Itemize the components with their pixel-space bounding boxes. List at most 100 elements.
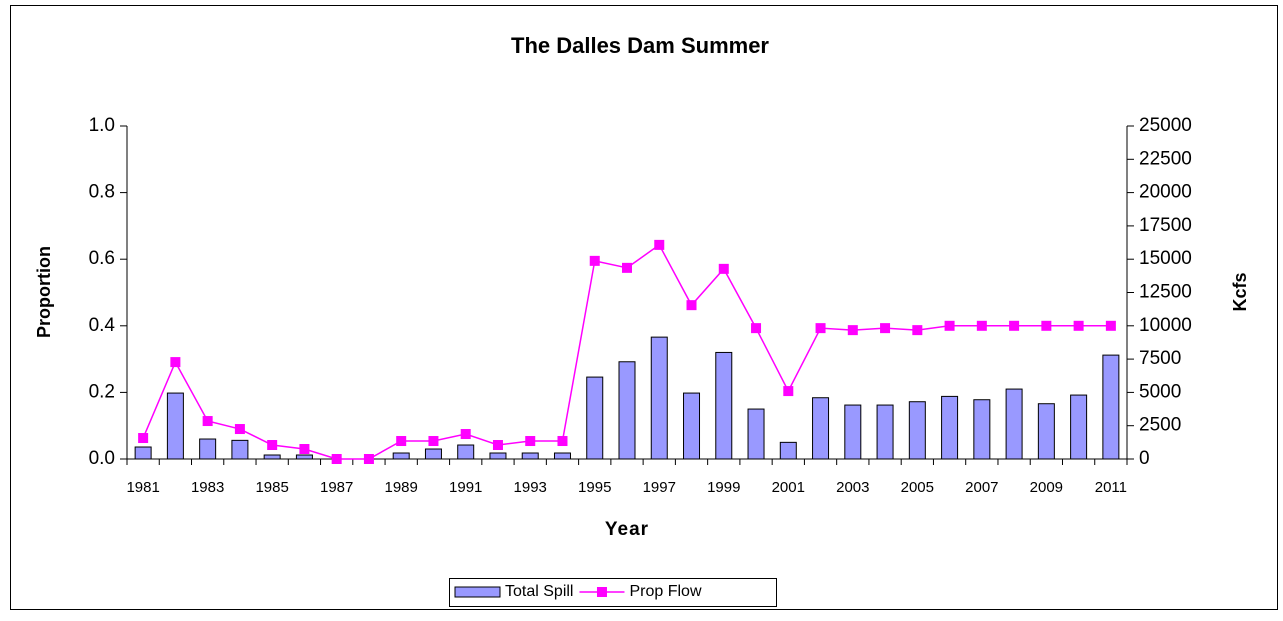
legend-swatch: [454, 586, 501, 598]
x-tick-label: 1987: [320, 479, 353, 496]
x-tick-label: 1995: [578, 479, 611, 496]
line-marker: [686, 300, 697, 311]
line-marker: [234, 424, 245, 435]
bar: [715, 351, 733, 460]
line-marker: [363, 454, 374, 464]
line-marker: [1009, 320, 1020, 331]
line-marker: [847, 325, 858, 336]
x-tick-label: 1981: [126, 479, 159, 496]
legend-label: Total Spill: [505, 583, 573, 600]
bar: [1070, 394, 1088, 460]
y-tick-label: 0.6: [89, 248, 115, 269]
bar: [166, 392, 184, 460]
bar: [1037, 403, 1055, 460]
line-marker: [1073, 320, 1084, 331]
line-marker: [654, 239, 665, 250]
bar: [457, 444, 475, 460]
bar: [683, 392, 701, 460]
line-marker: [170, 357, 181, 368]
x-tick-label: 2001: [772, 479, 805, 496]
line-marker: [783, 386, 794, 397]
x-tick-label: 2007: [965, 479, 998, 496]
line-marker: [751, 323, 762, 334]
bar: [199, 438, 217, 460]
x-axis-label: Year: [605, 519, 649, 540]
line-marker: [267, 440, 278, 451]
bar: [295, 454, 313, 460]
line-marker: [589, 255, 600, 266]
x-tick-label: 1997: [643, 479, 676, 496]
bar: [553, 452, 571, 460]
line-marker: [428, 436, 439, 447]
bar: [812, 397, 830, 460]
y2-tick-label: 17500: [1139, 215, 1192, 236]
line-marker: [138, 433, 149, 444]
x-tick-label: 1999: [707, 479, 740, 496]
bar: [134, 446, 152, 460]
y-tick-label: 1.0: [89, 115, 115, 136]
bar: [424, 448, 442, 460]
y-axis-label: Proportion: [34, 246, 54, 338]
x-tick-label: 1989: [385, 479, 418, 496]
bar: [521, 452, 539, 460]
y2-tick-label: 20000: [1139, 182, 1192, 203]
y2-tick-label: 2500: [1139, 415, 1181, 436]
x-tick-label: 2005: [901, 479, 934, 496]
line-marker: [299, 444, 310, 455]
x-tick-label: 1991: [449, 479, 482, 496]
line-marker: [944, 320, 955, 331]
bar: [392, 452, 410, 460]
x-tick-label: 2009: [1030, 479, 1063, 496]
bar: [779, 441, 797, 460]
line-marker: [1105, 320, 1116, 331]
x-tick-label: 2003: [836, 479, 869, 496]
x-tick-label: 1985: [255, 479, 288, 496]
chart-border: [10, 5, 1278, 610]
y2-tick-label: 7500: [1139, 348, 1181, 369]
bar: [973, 399, 991, 460]
bar: [489, 452, 507, 460]
y2-tick-label: 0: [1139, 448, 1150, 469]
line-marker: [492, 440, 503, 451]
y-tick-label: 0.2: [89, 381, 115, 402]
line-marker: [525, 436, 536, 447]
line-marker: [912, 325, 923, 336]
y-tick-label: 0.8: [89, 182, 115, 203]
x-tick-label: 1983: [191, 479, 224, 496]
y2-tick-label: 22500: [1139, 148, 1192, 169]
bar: [650, 336, 668, 460]
legend-label: Prop Flow: [629, 583, 701, 600]
bar: [908, 401, 926, 460]
line-marker: [815, 323, 826, 334]
legend-marker: [596, 587, 607, 597]
y2-tick-label: 25000: [1139, 115, 1192, 136]
bar: [876, 404, 894, 460]
line-marker: [396, 436, 407, 447]
bar: [586, 376, 604, 460]
y-tick-label: 0.0: [89, 448, 115, 469]
x-tick-label: 1993: [514, 479, 547, 496]
line-marker: [976, 320, 987, 331]
bar: [231, 439, 249, 460]
bar: [618, 361, 636, 460]
chart-title: The Dalles Dam Summer: [511, 33, 769, 58]
y2-tick-label: 5000: [1139, 381, 1181, 402]
x-tick-label: 2011: [1095, 479, 1127, 496]
bar: [1005, 388, 1023, 460]
bar: [844, 404, 862, 460]
bar: [941, 395, 959, 460]
line-marker: [718, 263, 729, 274]
y2-tick-label: 12500: [1139, 282, 1192, 303]
bar: [1102, 354, 1120, 460]
bar: [263, 454, 281, 460]
line-marker: [460, 429, 471, 440]
line-marker: [1041, 320, 1052, 331]
bar: [747, 408, 765, 460]
line-marker: [880, 323, 891, 334]
y2-tick-label: 10000: [1139, 315, 1192, 336]
line-marker: [202, 416, 213, 427]
y-tick-label: 0.4: [89, 315, 116, 336]
y2-tick-label: 15000: [1139, 248, 1192, 269]
line-marker: [331, 454, 342, 464]
